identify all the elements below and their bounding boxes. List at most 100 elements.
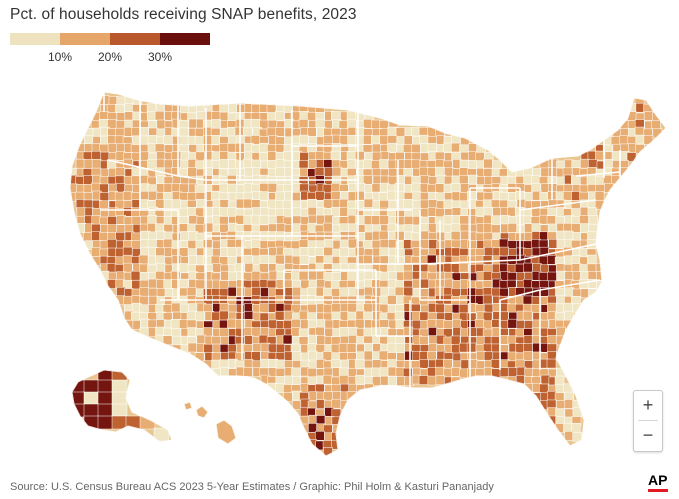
county[interactable] <box>347 271 357 281</box>
county[interactable] <box>371 183 382 193</box>
county[interactable] <box>236 286 246 297</box>
county[interactable] <box>587 254 597 265</box>
county[interactable] <box>195 279 206 290</box>
county[interactable] <box>307 303 317 314</box>
county[interactable] <box>418 375 429 385</box>
county[interactable] <box>131 311 141 322</box>
county[interactable] <box>484 246 494 257</box>
county[interactable] <box>275 343 286 354</box>
county[interactable] <box>539 231 549 242</box>
county[interactable] <box>163 183 174 194</box>
county[interactable] <box>523 351 533 361</box>
county[interactable] <box>282 334 293 345</box>
county[interactable] <box>411 143 421 154</box>
county[interactable] <box>435 208 445 218</box>
county[interactable] <box>468 160 478 170</box>
county[interactable] <box>258 334 269 345</box>
county[interactable] <box>586 174 597 185</box>
county[interactable] <box>114 135 125 146</box>
county[interactable] <box>298 271 309 281</box>
county[interactable] <box>195 311 205 322</box>
county[interactable] <box>491 215 501 226</box>
county[interactable] <box>379 367 390 377</box>
borough[interactable] <box>70 391 86 406</box>
county[interactable] <box>172 344 182 355</box>
county[interactable] <box>452 318 462 329</box>
county[interactable] <box>250 214 261 225</box>
county[interactable] <box>579 223 590 233</box>
county[interactable] <box>243 198 253 209</box>
county[interactable] <box>291 351 302 361</box>
county[interactable] <box>202 239 213 249</box>
county[interactable] <box>394 286 405 297</box>
county[interactable] <box>314 167 325 177</box>
county[interactable] <box>643 111 654 121</box>
county[interactable] <box>147 135 158 145</box>
county[interactable] <box>122 191 133 201</box>
county[interactable] <box>91 150 102 161</box>
county[interactable] <box>419 134 429 145</box>
county[interactable] <box>482 271 493 281</box>
county[interactable] <box>451 134 461 145</box>
county[interactable] <box>379 247 389 257</box>
county[interactable] <box>131 280 141 290</box>
county[interactable] <box>588 288 598 298</box>
county[interactable] <box>514 263 525 274</box>
county[interactable] <box>339 327 350 337</box>
county[interactable] <box>323 447 333 456</box>
county[interactable] <box>307 350 318 361</box>
county[interactable] <box>595 150 605 161</box>
county[interactable] <box>332 166 342 177</box>
county[interactable] <box>483 158 493 169</box>
county[interactable] <box>291 367 301 378</box>
county[interactable] <box>324 167 334 177</box>
county[interactable] <box>267 183 278 193</box>
county[interactable] <box>451 296 461 306</box>
county[interactable] <box>131 207 141 217</box>
county[interactable] <box>211 359 221 370</box>
county[interactable] <box>572 432 582 442</box>
county[interactable] <box>379 238 390 249</box>
county[interactable] <box>396 352 406 362</box>
county[interactable] <box>291 192 301 202</box>
county[interactable] <box>379 120 389 130</box>
county[interactable] <box>458 342 469 353</box>
county[interactable] <box>330 150 341 161</box>
county[interactable] <box>323 287 333 298</box>
county[interactable] <box>163 238 173 249</box>
county[interactable] <box>594 190 605 201</box>
county[interactable] <box>355 374 365 385</box>
county[interactable] <box>562 191 573 201</box>
county[interactable] <box>348 327 358 337</box>
county[interactable] <box>379 215 389 225</box>
county[interactable] <box>171 302 181 313</box>
county[interactable] <box>434 183 445 193</box>
county[interactable] <box>148 278 158 289</box>
county[interactable] <box>363 350 374 361</box>
county[interactable] <box>122 254 133 265</box>
county[interactable] <box>339 375 349 385</box>
county[interactable] <box>579 215 589 225</box>
county[interactable] <box>459 175 469 185</box>
county[interactable] <box>76 207 87 217</box>
county[interactable] <box>139 127 149 137</box>
county[interactable] <box>370 215 381 225</box>
county[interactable] <box>522 310 533 321</box>
county[interactable] <box>211 135 221 145</box>
county[interactable] <box>194 352 205 362</box>
county[interactable] <box>563 230 574 241</box>
county[interactable] <box>219 111 230 122</box>
county[interactable] <box>403 270 413 281</box>
county[interactable] <box>403 216 414 226</box>
county[interactable] <box>563 383 573 394</box>
county[interactable] <box>275 127 285 137</box>
borough[interactable] <box>97 391 114 406</box>
county[interactable] <box>524 383 534 393</box>
county[interactable] <box>564 431 575 441</box>
county[interactable] <box>180 231 190 241</box>
county[interactable] <box>283 320 293 330</box>
county[interactable] <box>619 135 629 145</box>
county[interactable] <box>275 191 285 202</box>
county[interactable] <box>580 158 590 169</box>
county[interactable] <box>203 206 213 217</box>
